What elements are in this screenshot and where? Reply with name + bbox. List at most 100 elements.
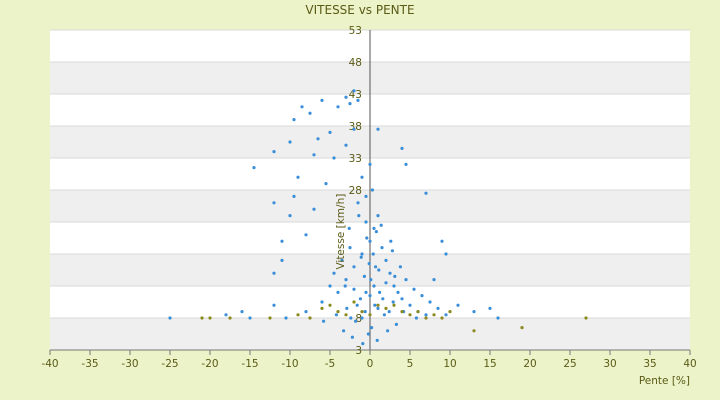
y-tick-label: 38 <box>349 121 362 133</box>
scatter-point <box>316 137 320 141</box>
scatter-point <box>280 239 284 243</box>
scatter-point <box>328 284 332 288</box>
scatter-point <box>340 258 344 262</box>
scatter-point <box>360 316 364 320</box>
scatter-point <box>308 111 312 115</box>
x-tick-label: 15 <box>483 358 496 370</box>
scatter-point <box>376 214 380 218</box>
scatter-point <box>357 214 361 218</box>
scatter-point <box>334 313 338 317</box>
scatter-point <box>272 150 276 154</box>
scatter-point <box>292 194 296 198</box>
y-tick-label: 53 <box>349 25 362 37</box>
scatter-point <box>344 143 348 147</box>
scatter-point <box>404 162 408 166</box>
y-tick-label: 28 <box>349 185 362 197</box>
x-tick-label: 35 <box>643 358 656 370</box>
scatter-point <box>356 201 360 205</box>
scatter-point <box>368 294 372 298</box>
y-tick-label: 43 <box>349 89 362 101</box>
scatter-point <box>366 332 370 336</box>
scatter-point <box>376 306 380 310</box>
scatter-point <box>380 246 384 250</box>
scatter-point <box>344 278 348 282</box>
scatter-point <box>368 313 372 317</box>
scatter-point <box>424 316 428 320</box>
x-tick-label: -35 <box>81 358 98 370</box>
scatter-point <box>343 284 347 288</box>
scatter-point <box>368 162 372 166</box>
scatter-point <box>432 313 436 317</box>
scatter-point <box>344 313 348 317</box>
scatter-point <box>356 98 360 102</box>
scatter-point <box>412 287 416 291</box>
x-tick-label: 25 <box>563 358 576 370</box>
scatter-point <box>584 316 588 320</box>
scatter-point <box>240 310 244 314</box>
y-tick-label: 3 <box>355 345 362 357</box>
scatter-point <box>436 306 440 310</box>
x-tick-label: -20 <box>201 358 218 370</box>
scatter-point <box>272 303 276 307</box>
scatter-point <box>373 303 377 307</box>
scatter-point <box>348 102 352 106</box>
scatter-point <box>424 313 428 317</box>
scatter-point <box>428 300 432 304</box>
scatter-point <box>224 313 228 317</box>
scatter-point <box>272 201 276 205</box>
scatter-point <box>391 300 395 304</box>
scatter-point <box>362 274 366 278</box>
scatter-point <box>440 316 444 320</box>
scatter-point <box>408 303 412 307</box>
scatter-point <box>304 310 308 314</box>
scatter-point <box>364 290 368 294</box>
scatter-point <box>377 268 381 272</box>
scatter-point <box>382 313 386 317</box>
scatter-point <box>363 310 367 314</box>
scatter-point <box>444 313 448 317</box>
x-tick-label: -15 <box>241 358 258 370</box>
scatter-point <box>304 233 308 237</box>
scatter-point <box>369 278 373 282</box>
y-tick-label: 8 <box>355 313 362 325</box>
scatter-point <box>352 265 356 269</box>
scatter-point <box>440 239 444 243</box>
scatter-point <box>374 230 378 234</box>
data-points <box>168 89 588 346</box>
x-axis-title: Pente [%] <box>639 375 690 387</box>
scatter-point <box>336 310 340 314</box>
scatter-point <box>414 316 418 320</box>
x-tick-label: -5 <box>325 358 335 370</box>
scatter-point <box>360 252 364 256</box>
scatter-point <box>392 284 396 288</box>
scatter-point <box>208 316 212 320</box>
scatter-point <box>324 182 328 186</box>
scatter-point <box>349 316 353 320</box>
scatter-point <box>488 306 492 310</box>
x-axis: -40 -35 -30 -25 -20 -15 -10 -5 0 5 10 15 20 25 30 35 40 <box>41 349 697 370</box>
scatter-point <box>336 290 340 294</box>
scatter-point <box>372 226 376 230</box>
scatter-point <box>374 265 378 269</box>
scatter-point <box>472 329 476 333</box>
scatter-point <box>420 294 424 298</box>
scatter-point <box>384 258 388 262</box>
scatter-point <box>371 252 375 256</box>
scatter-point <box>312 153 316 157</box>
scatter-point <box>404 278 408 282</box>
x-tick-label: 10 <box>443 358 456 370</box>
scatter-point <box>376 303 380 307</box>
scatter-point <box>398 265 402 269</box>
scatter-point <box>368 239 372 243</box>
scatter-point <box>379 223 383 227</box>
scatter-point <box>320 98 324 102</box>
x-tick-label: 0 <box>367 358 374 370</box>
scatter-point <box>520 326 524 330</box>
x-tick-label: -30 <box>121 358 138 370</box>
scatter-point <box>375 338 379 342</box>
scatter-point <box>344 95 348 99</box>
scatter-point <box>284 316 288 320</box>
scatter-point <box>288 214 292 218</box>
scatter-point <box>386 329 390 333</box>
